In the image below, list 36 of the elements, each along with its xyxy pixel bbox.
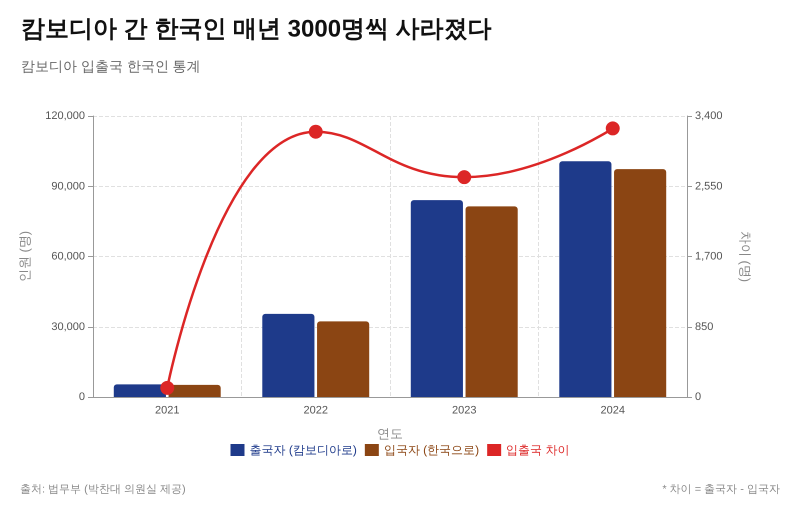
y2-axis-title: 차이 (명) — [738, 230, 753, 282]
bar — [614, 169, 666, 397]
y-tick-label: 60,000 — [51, 250, 85, 262]
y-tick-label: 120,000 — [45, 110, 85, 122]
bar — [168, 384, 221, 397]
bar — [317, 321, 370, 397]
y2-tick-label: 1,700 — [695, 250, 723, 262]
bar — [114, 384, 166, 397]
y-tick-label: 30,000 — [51, 320, 85, 333]
bar — [410, 200, 463, 397]
point — [457, 170, 472, 184]
y2-tick-label: 0 — [695, 391, 702, 403]
y2-tick-label: 2,550 — [695, 180, 723, 192]
x-tick-label: 2023 — [452, 404, 476, 416]
x-axis-title: 연도 — [377, 426, 403, 441]
point — [160, 380, 174, 395]
legend-label: 입국자 (한국으로) — [384, 443, 480, 457]
bar — [466, 206, 518, 397]
bar — [262, 314, 314, 397]
chart-subtitle: 캄보디아 입출국 한국인 통계 — [21, 58, 201, 74]
source-note: 출처: 법무부 (박찬대 의원실 제공) — [20, 484, 186, 496]
y-tick-label: 0 — [78, 391, 85, 403]
x-tick-label: 2021 — [155, 404, 180, 416]
text: * 차이 = 출국자 - 입국자 — [662, 484, 780, 496]
y2-tick-label: 850 — [695, 320, 714, 333]
x-tick-label: 2022 — [304, 404, 328, 416]
legend-label: 출국자 (캄보디아로) — [250, 443, 357, 457]
x-tick-label: 2024 — [600, 404, 625, 416]
point — [308, 124, 323, 139]
y2-tick-label: 3,400 — [695, 110, 723, 122]
chart-title: 캄보디아 간 한국인 매년 3000명씩 사라졌다 — [21, 16, 492, 42]
y-axis-title: 인원 (명) — [17, 230, 32, 282]
legend-label: 입출국 차이 — [506, 443, 570, 457]
bar — [559, 161, 612, 397]
point — [606, 121, 620, 136]
y-tick-label: 90,000 — [51, 180, 85, 192]
